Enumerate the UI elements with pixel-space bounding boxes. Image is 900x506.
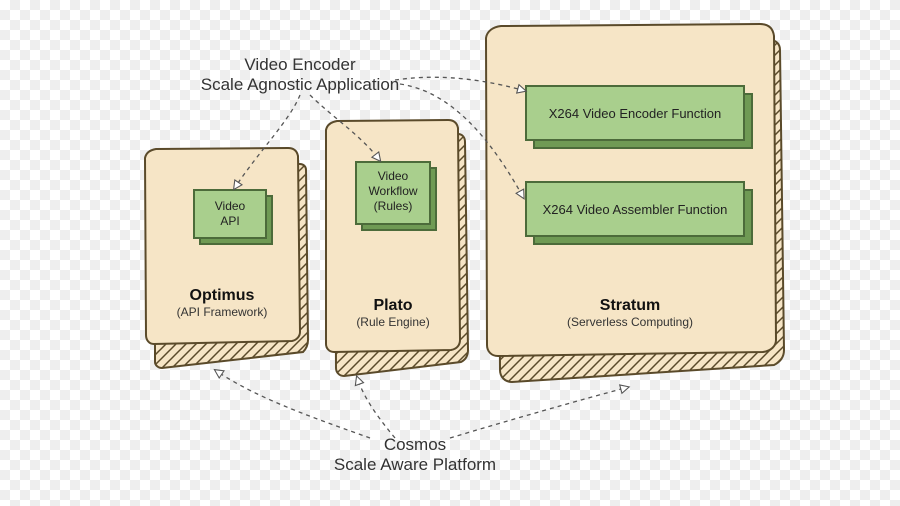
optimus-subtitle: (API Framework) bbox=[177, 305, 268, 319]
svg-text:Scale Agnostic Application: Scale Agnostic Application bbox=[201, 75, 399, 94]
architecture-diagram: Optimus (API Framework) Video API Plato … bbox=[0, 0, 900, 506]
svg-text:API: API bbox=[220, 214, 239, 228]
svg-text:Video Encoder: Video Encoder bbox=[244, 55, 356, 74]
svg-text:Video: Video bbox=[215, 199, 246, 213]
module-video-api: Video API bbox=[194, 190, 272, 244]
platform-stratum: Stratum (Serverless Computing) X264 Vide… bbox=[486, 24, 784, 382]
stratum-subtitle: (Serverless Computing) bbox=[567, 315, 693, 329]
svg-text:Scale Aware Platform: Scale Aware Platform bbox=[334, 455, 496, 474]
svg-text:X264 Video Assembler Function: X264 Video Assembler Function bbox=[543, 202, 728, 217]
platform-optimus: Optimus (API Framework) Video API bbox=[145, 148, 308, 368]
svg-text:(Rules): (Rules) bbox=[374, 199, 413, 213]
module-x264-assembler: X264 Video Assembler Function bbox=[526, 182, 752, 244]
optimus-title: Optimus bbox=[190, 287, 255, 304]
module-x264-encoder: X264 Video Encoder Function bbox=[526, 86, 752, 148]
bottom-label: Cosmos Scale Aware Platform bbox=[334, 435, 496, 474]
plato-subtitle: (Rule Engine) bbox=[356, 315, 429, 329]
module-video-workflow: Video Workflow (Rules) bbox=[356, 162, 436, 230]
stratum-title: Stratum bbox=[600, 297, 660, 314]
svg-text:Video: Video bbox=[378, 169, 409, 183]
platform-plato: Plato (Rule Engine) Video Workflow (Rule… bbox=[326, 120, 468, 376]
svg-text:X264 Video Encoder Function: X264 Video Encoder Function bbox=[549, 106, 722, 121]
svg-text:Cosmos: Cosmos bbox=[384, 435, 446, 454]
bottom-arrows bbox=[218, 372, 625, 438]
svg-text:Workflow: Workflow bbox=[368, 184, 417, 198]
plato-title: Plato bbox=[373, 297, 412, 314]
top-label: Video Encoder Scale Agnostic Application bbox=[201, 55, 399, 94]
